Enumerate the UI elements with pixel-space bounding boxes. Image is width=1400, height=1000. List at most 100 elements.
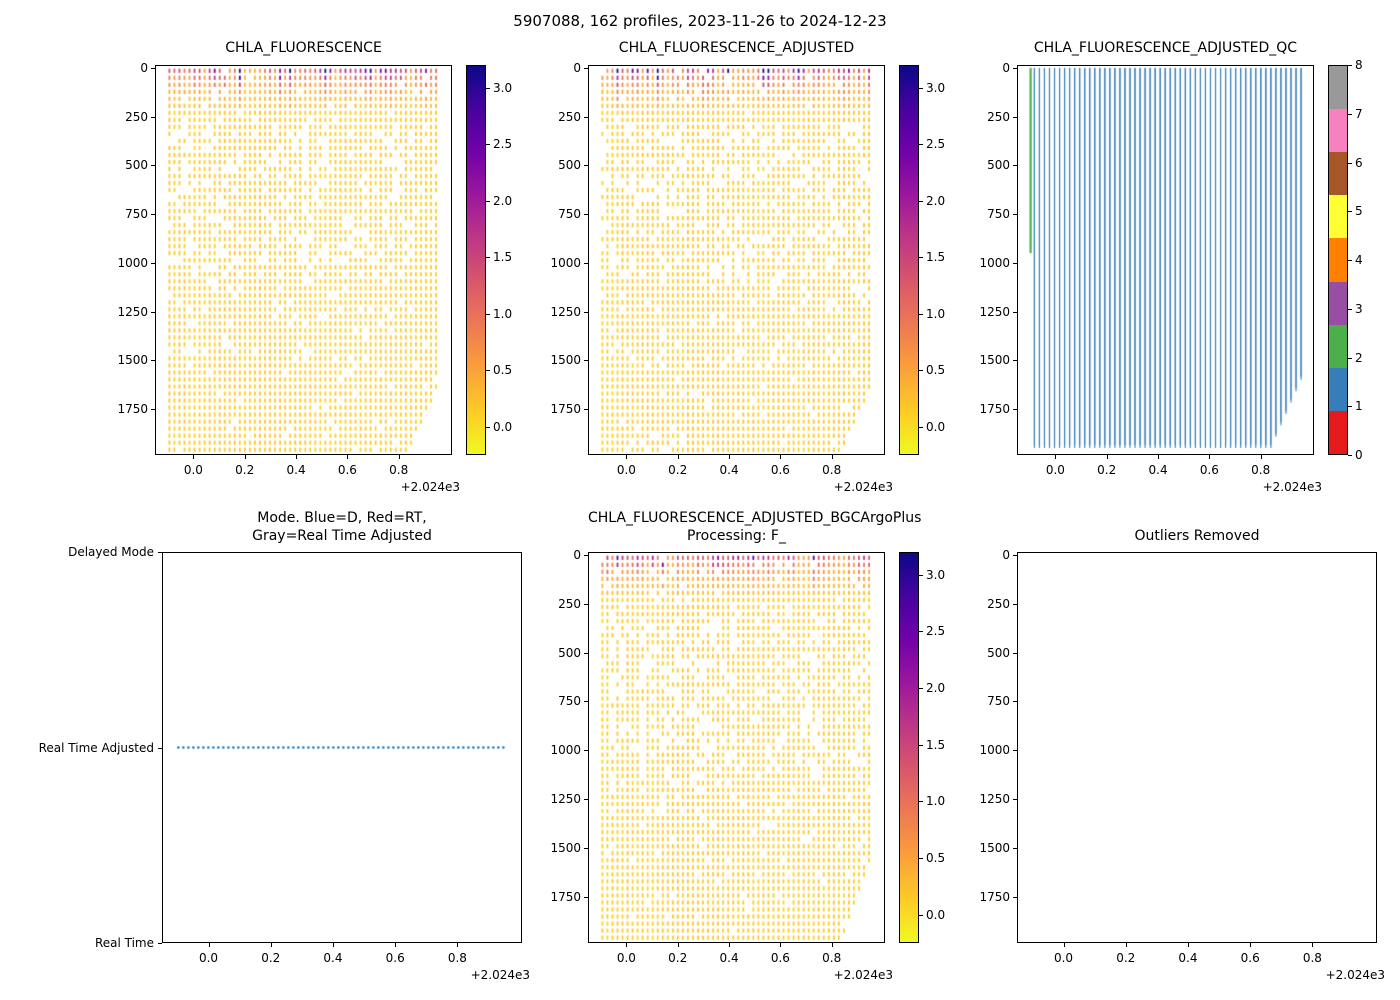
tick-mark	[151, 311, 155, 313]
tick-mark	[584, 213, 588, 215]
x-tick-label: 0.0	[1045, 463, 1065, 477]
colorbar-tick-label: 1.5	[926, 250, 946, 265]
x-axis-offset-text: +2.024e3	[400, 480, 460, 494]
tick-mark	[1348, 259, 1352, 261]
y-tick-label: 250	[558, 596, 581, 611]
x-tick-label: 0.8	[822, 951, 842, 965]
qc-colorbar-segment	[1329, 410, 1347, 454]
tick-mark	[158, 551, 162, 553]
plot-canvas-4	[588, 552, 885, 943]
x-tick-label: 0.0	[616, 951, 636, 965]
colorbar-tick-label: 0.0	[926, 419, 946, 434]
x-tick-label: 0.4	[719, 463, 739, 477]
tick-mark	[1208, 455, 1210, 459]
colorbar-tick-label: 1.0	[493, 306, 513, 321]
x-tick-label: 0.6	[1199, 463, 1219, 477]
tick-mark	[456, 943, 458, 947]
tick-mark	[394, 943, 396, 947]
y-tick-label: 250	[558, 109, 581, 124]
y-tick-label: 0	[573, 547, 581, 562]
y-tick-label: 1000	[117, 255, 148, 270]
y-tick-label: 1250	[979, 304, 1010, 319]
x-tick-label: 0.8	[1251, 463, 1271, 477]
x-tick-label: 0.4	[1178, 951, 1198, 965]
qc-colorbar-segment	[1329, 152, 1347, 196]
tick-mark	[584, 554, 588, 556]
y-tick-label: 1250	[550, 304, 581, 319]
y-tick-label: 1250	[550, 792, 581, 807]
tick-mark	[831, 943, 833, 947]
colorbar-4	[899, 552, 919, 943]
y-tick-label: 500	[558, 645, 581, 660]
x-tick-label: 0.2	[1116, 951, 1136, 965]
tick-mark	[1013, 262, 1017, 264]
tick-mark	[1348, 308, 1352, 310]
y-tick-label: 500	[558, 158, 581, 173]
tick-mark	[151, 116, 155, 118]
colorbar-tick-label: 4	[1355, 253, 1363, 267]
axes-box-5	[1017, 552, 1377, 943]
tick-mark	[584, 798, 588, 800]
tick-mark	[919, 143, 923, 145]
x-tick-label: 0.0	[183, 463, 203, 477]
tick-mark	[1054, 455, 1056, 459]
x-tick-label: 0.2	[1097, 463, 1117, 477]
y-tick-label: 250	[987, 109, 1010, 124]
tick-mark	[779, 455, 781, 459]
tick-mark	[158, 747, 162, 749]
y-tick-label: 0	[140, 60, 148, 75]
y-tick-label: 0	[1002, 547, 1010, 562]
colorbar-tick-label: 0.0	[493, 419, 513, 434]
x-tick-label: 0.0	[1053, 951, 1074, 965]
tick-mark	[919, 800, 923, 802]
colorbar-tick-label: 1.0	[926, 794, 946, 809]
colorbar-2	[1328, 65, 1348, 455]
y-tick-label: 1500	[550, 353, 581, 368]
subplot-title-line: Processing: F_	[687, 528, 786, 544]
y-tick-label: 0	[1002, 60, 1010, 75]
x-axis-offset-text: +2.024e3	[1262, 480, 1322, 494]
tick-mark	[1157, 455, 1159, 459]
tick-mark	[919, 313, 923, 315]
subplot-title-chla-fluorescence: CHLA_FLUORESCENCE	[225, 40, 382, 56]
subplot-title-line: Gray=Real Time Adjusted	[252, 528, 432, 544]
tick-mark	[919, 857, 923, 859]
colorbar-tick-label: 1.0	[926, 306, 946, 321]
y-tick-label: 1750	[979, 402, 1010, 416]
y-tick-label: 1500	[979, 353, 1010, 368]
y-tick-label: 750	[125, 207, 148, 222]
tick-mark	[158, 942, 162, 944]
tick-mark	[1348, 64, 1352, 66]
tick-mark	[677, 455, 679, 459]
tick-mark	[1013, 116, 1017, 118]
tick-mark	[398, 455, 400, 459]
colorbar-tick-label: 3.0	[926, 567, 946, 582]
colorbar-tick-label: 2.5	[493, 137, 513, 152]
tick-mark	[625, 455, 627, 459]
y-tick-label: 250	[125, 109, 148, 124]
x-axis-offset-text: +2.024e3	[1325, 968, 1385, 982]
x-tick-label: 0.4	[719, 951, 739, 965]
colorbar-tick-label: 0.5	[926, 851, 946, 865]
tick-mark	[728, 943, 730, 947]
x-tick-label: 0.8	[389, 463, 409, 477]
tick-mark	[919, 200, 923, 202]
y-tick-label: 1000	[979, 743, 1010, 758]
tick-mark	[919, 744, 923, 746]
tick-mark	[486, 143, 490, 145]
tick-mark	[584, 847, 588, 849]
tick-mark	[1125, 943, 1127, 947]
plot-canvas-0	[155, 65, 452, 455]
tick-mark	[584, 700, 588, 702]
tick-mark	[584, 408, 588, 410]
qc-colorbar-segment	[1329, 281, 1347, 325]
x-tick-label: 0.6	[337, 463, 357, 477]
tick-mark	[919, 914, 923, 916]
tick-mark	[1260, 455, 1262, 459]
qc-colorbar-segment	[1329, 238, 1347, 282]
colorbar-1	[899, 65, 919, 455]
tick-mark	[1348, 454, 1352, 456]
subplot-title-mode: Mode. Blue=D, Red=RT, Gray=Real Time Adj…	[162, 509, 522, 545]
x-tick-label: 0.8	[1302, 951, 1322, 965]
